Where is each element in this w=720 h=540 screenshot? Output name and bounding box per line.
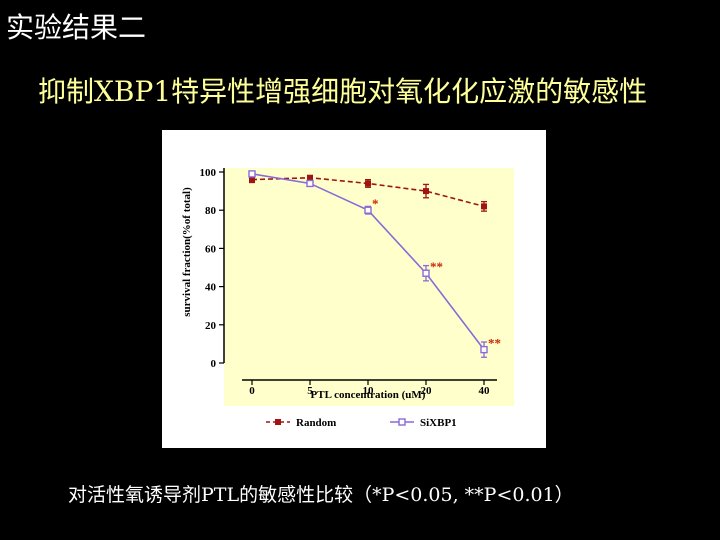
x-tick-label: 0 [249,385,255,397]
data-point [365,180,371,187]
y-axis-label: survival fraction(%of total) [181,187,193,317]
y-tick-label: 40 [205,282,217,294]
y-tick-label: 80 [205,205,217,217]
series-sixbp1 [248,170,488,358]
x-tick-label: 5 [307,385,313,397]
data-point [307,174,313,181]
data-point [422,269,430,277]
y-tick-label: 20 [205,320,217,332]
legend-marker [275,419,281,425]
series-random [249,174,487,212]
plot-area [224,168,514,406]
data-point [249,176,255,183]
significance-marker: ** [488,336,501,351]
x-tick-label: 10 [363,385,375,397]
legend-label: Random [296,417,336,429]
survival-chart: 0 20 40 60 80 100 0 5 10 20 40 survival fraction(… [181,167,514,429]
data-point [480,345,488,354]
significance-marker: * [372,196,379,211]
data-point [481,203,487,210]
data-point [364,206,372,214]
legend-label: SiXBP1 [420,417,457,429]
significance-marker: ** [430,259,443,274]
data-point [306,179,314,188]
figure-caption: 对活性氧诱导剂PTL的敏感性比较（*P<0.05, **P<0.01） [68,484,574,506]
x-axis-label: PTL concentration (uM) [311,389,426,401]
y-tick-label: 60 [205,243,217,255]
slide-subtitle: 抑制XBP1特异性增强细胞对氧化化应激的敏感性 [38,75,648,108]
chart-frame: 0 20 40 60 80 100 0 5 10 20 40 survival fraction(… [162,130,546,448]
y-tick-label: 100 [200,167,217,179]
slide-title: 实验结果二 [6,11,147,44]
data-point [248,170,256,178]
data-point [423,188,429,195]
x-tick-label: 20 [421,385,433,397]
legend-marker [398,418,406,426]
legend: Random SiXBP1 [266,417,457,429]
y-tick-label: 0 [211,358,217,370]
x-tick-label: 40 [479,385,491,397]
